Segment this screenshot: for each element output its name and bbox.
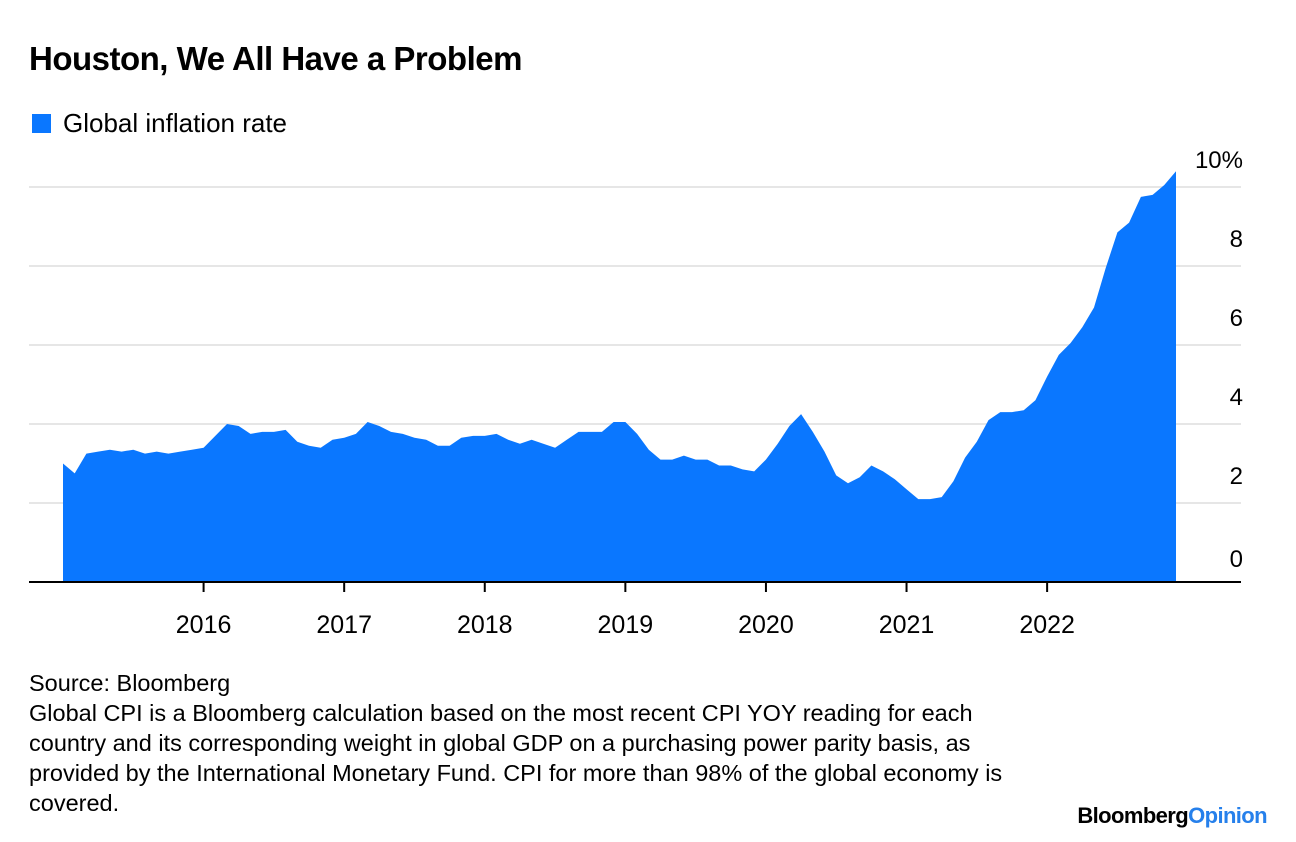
chart-title: Houston, We All Have a Problem xyxy=(29,40,522,77)
x-tick-label: 2016 xyxy=(176,611,232,639)
x-tick-label: 2020 xyxy=(738,611,794,639)
y-tick-label: 10% xyxy=(1195,147,1243,174)
series-layer xyxy=(63,171,1176,582)
source-note: Source: Bloomberg xyxy=(29,670,231,696)
x-tick-label: 2017 xyxy=(316,611,372,639)
y-tick-label: 8 xyxy=(1230,226,1243,253)
x-tick-label: 2021 xyxy=(879,611,935,639)
x-tick-label: 2018 xyxy=(457,611,513,639)
y-tick-label: 0 xyxy=(1230,546,1243,573)
logo-bloomberg: Bloomberg xyxy=(1077,803,1189,828)
x-axis xyxy=(29,581,1241,592)
series-area-0 xyxy=(63,171,1176,582)
x-tick-label: 2022 xyxy=(1019,611,1075,639)
logo-opinion: Opinion xyxy=(1188,803,1268,828)
y-tick-label: 2 xyxy=(1230,463,1243,490)
legend-label: Global inflation rate xyxy=(63,108,288,138)
chart-legend: Global inflation rate xyxy=(32,108,287,139)
legend-swatch xyxy=(32,114,51,133)
methodology-note: Global CPI is a Bloomberg calculation ba… xyxy=(29,700,1003,816)
bloomberg-opinion-logo: BloombergOpinion xyxy=(1077,803,1267,829)
y-axis-labels: 0 2 4 6 8 10% xyxy=(1195,147,1243,573)
y-tick-label: 6 xyxy=(1230,305,1243,332)
x-axis-labels: 2016 2017 2018 2019 2020 2021 2022 xyxy=(176,611,1075,639)
y-tick-label: 4 xyxy=(1230,384,1243,411)
x-tick-label: 2019 xyxy=(598,611,654,639)
